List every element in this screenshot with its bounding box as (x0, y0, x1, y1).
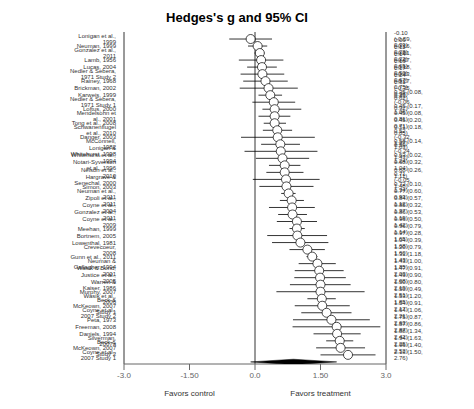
svg-text:Favors control: Favors control (164, 389, 215, 398)
svg-text:Bortnem, 2005: Bortnem, 2005 (77, 233, 117, 239)
svg-text:0.0: 0.0 (249, 371, 261, 380)
svg-text:Brickman, 2002: Brickman, 2002 (74, 85, 116, 91)
svg-text:Peta, 1973: Peta, 1973 (87, 317, 117, 323)
svg-text:Lamb, 1956: Lamb, 1956 (84, 57, 116, 63)
svg-text:3.0: 3.0 (380, 371, 392, 380)
svg-text:Coyne et al.,2007 Study 1: Coyne et al.,2007 Study 1 (81, 349, 117, 361)
svg-text:-1.50: -1.50 (180, 371, 199, 380)
svg-text:Favors treatment: Favors treatment (290, 389, 351, 398)
svg-text:Freeman, 2008: Freeman, 2008 (75, 324, 116, 330)
svg-text:Rainey, 1968: Rainey, 1968 (81, 78, 117, 84)
svg-text:Meehan, 1999: Meehan, 1999 (78, 226, 117, 232)
svg-text:1.50: 1.50 (313, 371, 329, 380)
svg-text:-3.0: -3.0 (117, 371, 131, 380)
svg-text:2.13 (1.50,2.76): 2.13 (1.50,2.76) (394, 349, 423, 361)
